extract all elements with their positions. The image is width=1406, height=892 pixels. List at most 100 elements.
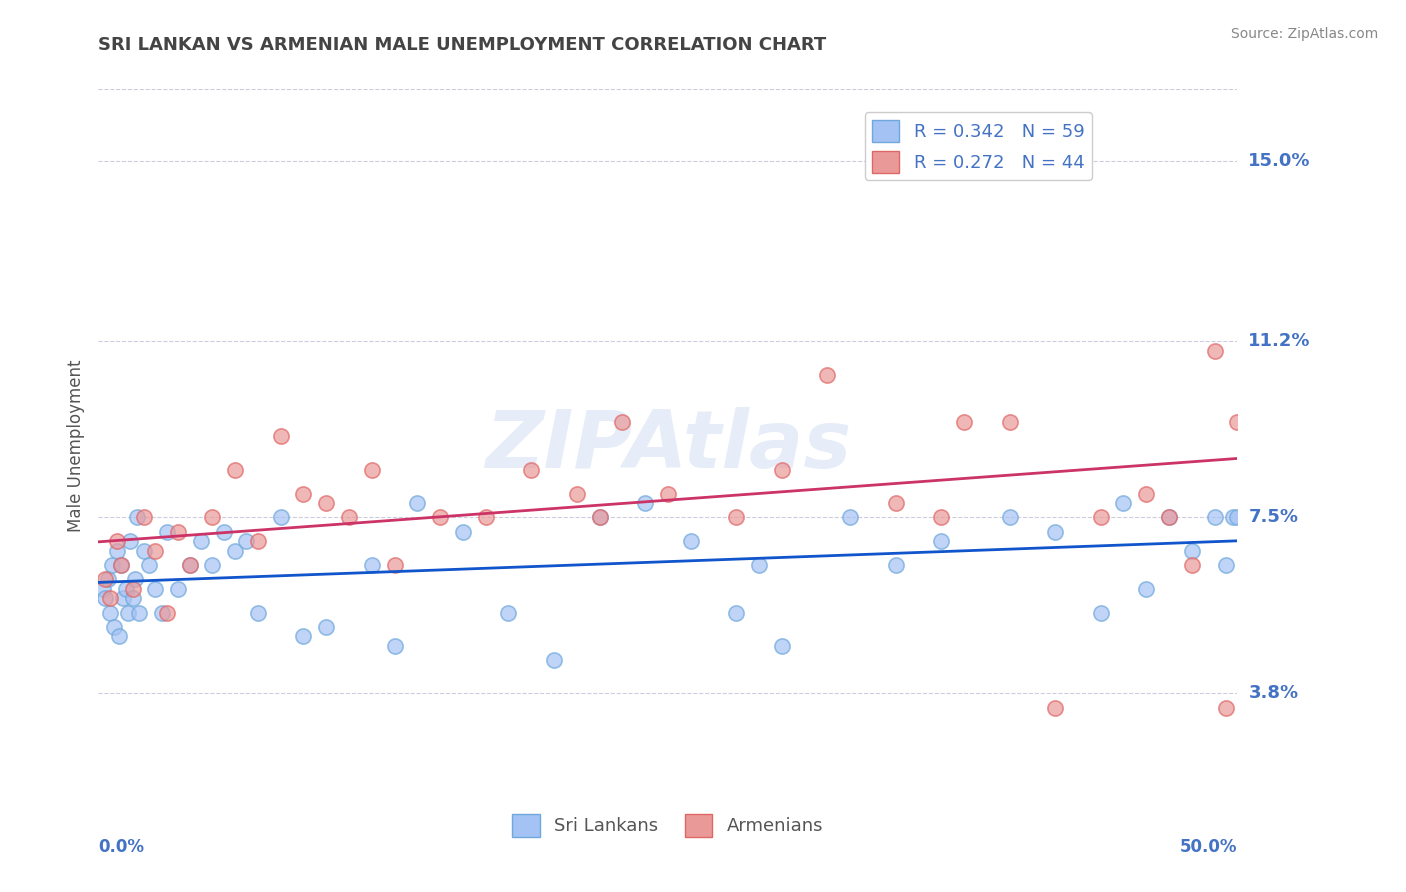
Point (110, 558, 132, 572)
Point (634, 496, 657, 510)
Point (498, 606, 520, 620)
Point (612, 415, 634, 429)
Point (132, 543, 155, 558)
Point (1226, 510, 1249, 524)
Point (103, 620, 125, 634)
Point (101, 558, 124, 572)
Point (657, 486, 679, 500)
Point (1271, 415, 1294, 429)
Text: 15.0%: 15.0% (1249, 152, 1310, 169)
Point (588, 510, 610, 524)
Point (1215, 558, 1237, 572)
Point (1112, 496, 1135, 510)
Point (998, 510, 1021, 524)
Point (1043, 700, 1066, 714)
Point (565, 486, 588, 500)
Point (112, 591, 135, 606)
Point (1215, 700, 1237, 714)
Point (201, 510, 224, 524)
Point (105, 543, 128, 558)
Point (91, 582, 114, 596)
Point (120, 534, 142, 549)
Text: Source: ZipAtlas.com: Source: ZipAtlas.com (1230, 27, 1378, 41)
Point (725, 510, 748, 524)
Point (815, 368, 838, 382)
Point (121, 591, 143, 606)
Point (315, 496, 337, 510)
Point (270, 429, 292, 443)
Point (884, 496, 907, 510)
Text: 11.2%: 11.2% (1249, 333, 1310, 351)
Point (520, 463, 543, 477)
Point (451, 524, 474, 539)
Point (124, 572, 146, 586)
Point (384, 639, 406, 653)
Point (138, 558, 160, 572)
Point (1204, 343, 1226, 358)
Point (360, 558, 382, 572)
Point (929, 534, 952, 549)
Point (179, 558, 201, 572)
Point (117, 606, 139, 620)
Point (156, 606, 179, 620)
Point (167, 524, 190, 539)
Text: SRI LANKAN VS ARMENIAN MALE UNEMPLOYMENT CORRELATION CHART: SRI LANKAN VS ARMENIAN MALE UNEMPLOYMENT… (98, 36, 827, 54)
Point (1222, 510, 1244, 524)
Point (998, 415, 1021, 429)
Point (121, 582, 143, 596)
Point (156, 524, 179, 539)
Y-axis label: Male Unemployment: Male Unemployment (66, 359, 84, 533)
Point (190, 534, 212, 549)
Point (839, 510, 862, 524)
Point (145, 543, 167, 558)
Point (474, 510, 496, 524)
Point (128, 606, 150, 620)
Point (315, 620, 337, 634)
Point (1090, 606, 1112, 620)
Point (292, 629, 315, 643)
Point (98, 591, 121, 606)
Point (1181, 558, 1204, 572)
Point (108, 629, 131, 643)
Point (224, 543, 246, 558)
Point (1204, 510, 1226, 524)
Point (953, 415, 976, 429)
Point (1135, 486, 1157, 500)
Point (429, 510, 451, 524)
Point (748, 558, 770, 572)
Point (94, 591, 117, 606)
Point (167, 582, 190, 596)
Point (384, 558, 406, 572)
Point (179, 558, 201, 572)
Point (1157, 510, 1180, 524)
Text: 0.0%: 0.0% (98, 838, 145, 855)
Point (1157, 510, 1180, 524)
Text: 3.8%: 3.8% (1249, 684, 1299, 702)
Point (246, 606, 269, 620)
Point (725, 606, 748, 620)
Point (150, 606, 173, 620)
Point (114, 582, 136, 596)
Point (94, 572, 117, 586)
Legend: Sri Lankans, Armenians: Sri Lankans, Armenians (505, 807, 831, 844)
Point (201, 558, 224, 572)
Point (224, 463, 246, 477)
Point (543, 653, 565, 667)
Point (96, 572, 118, 586)
Point (360, 463, 382, 477)
Point (1181, 543, 1204, 558)
Text: 50.0%: 50.0% (1180, 838, 1237, 855)
Point (1043, 524, 1066, 539)
Point (884, 558, 907, 572)
Point (132, 510, 155, 524)
Point (1135, 582, 1157, 596)
Point (1237, 225, 1260, 239)
Point (929, 510, 952, 524)
Point (1249, 392, 1271, 406)
Point (679, 534, 702, 549)
Text: ZIPAtlas: ZIPAtlas (485, 407, 851, 485)
Point (588, 510, 610, 524)
Point (105, 534, 128, 549)
Point (110, 558, 132, 572)
Point (770, 639, 793, 653)
